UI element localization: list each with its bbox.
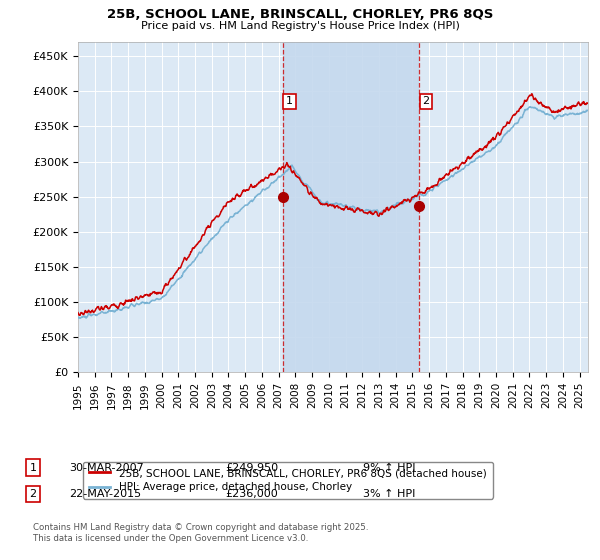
Text: 9% ↑ HPI: 9% ↑ HPI (363, 463, 416, 473)
Text: 1: 1 (286, 96, 293, 106)
Text: 22-MAY-2015: 22-MAY-2015 (69, 489, 141, 499)
Text: Contains HM Land Registry data © Crown copyright and database right 2025.
This d: Contains HM Land Registry data © Crown c… (33, 524, 368, 543)
Text: 2: 2 (29, 489, 37, 499)
Bar (283, 42, 419, 372)
Text: 2: 2 (422, 96, 430, 106)
Text: 30-MAR-2007: 30-MAR-2007 (69, 463, 144, 473)
Text: £249,950: £249,950 (225, 463, 278, 473)
Text: 25B, SCHOOL LANE, BRINSCALL, CHORLEY, PR6 8QS: 25B, SCHOOL LANE, BRINSCALL, CHORLEY, PR… (107, 8, 493, 21)
Text: 1: 1 (29, 463, 37, 473)
Legend: 25B, SCHOOL LANE, BRINSCALL, CHORLEY, PR6 8QS (detached house), HPI: Average pri: 25B, SCHOOL LANE, BRINSCALL, CHORLEY, PR… (83, 462, 493, 498)
Text: 3% ↑ HPI: 3% ↑ HPI (363, 489, 415, 499)
Text: £236,000: £236,000 (225, 489, 278, 499)
Text: Price paid vs. HM Land Registry's House Price Index (HPI): Price paid vs. HM Land Registry's House … (140, 21, 460, 31)
